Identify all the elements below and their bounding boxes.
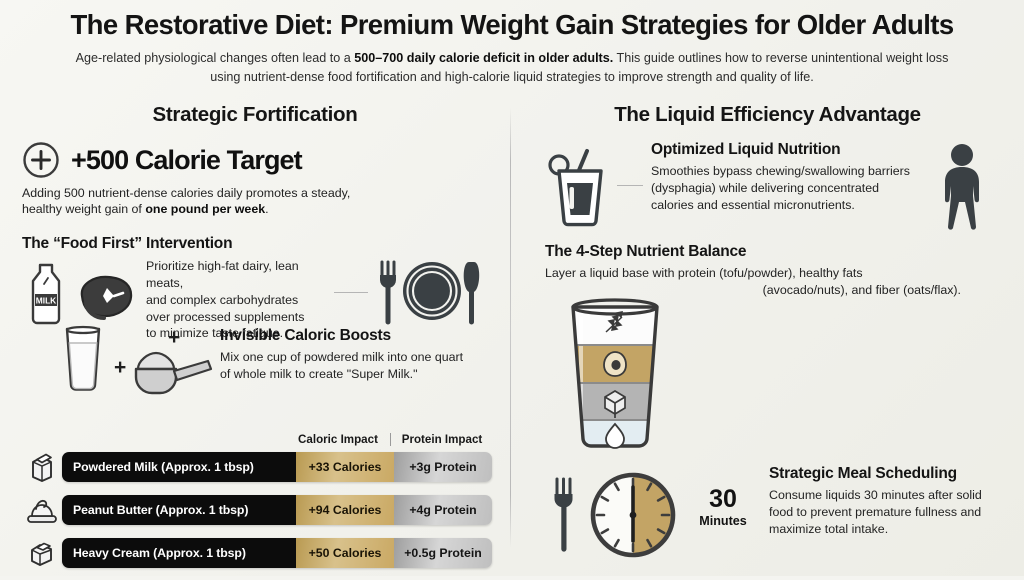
table-row[interactable]: Peanut Butter (Approx. 1 tbsp) +94 Calor… bbox=[22, 494, 492, 526]
meal-scheduling-line-2: food to prevent premature fullness and bbox=[769, 504, 982, 519]
steak-icon bbox=[74, 274, 136, 320]
table-cell-protein: +4g Protein bbox=[394, 495, 492, 525]
subtitle-highlight: 500–700 daily calorie deficit in older a… bbox=[354, 51, 614, 66]
cream-carton-icon bbox=[22, 537, 62, 569]
calorie-target-heading: +500 Calorie Target bbox=[71, 144, 303, 175]
columns-wrapper: Strategic Fortification +500 Calorie Tar… bbox=[0, 103, 1024, 576]
milk-bottle-icon: MILK bbox=[26, 262, 66, 325]
right-column: The Liquid Efficiency Advantage bbox=[511, 103, 1024, 558]
food-first-connector bbox=[334, 292, 368, 293]
table-row-bar: Heavy Cream (Approx. 1 tbsp) +50 Calorie… bbox=[62, 538, 492, 568]
table-cell-name: Heavy Cream (Approx. 1 tbsp) bbox=[62, 538, 296, 568]
food-first-line-4: to minimize taste fatigue. bbox=[146, 326, 284, 341]
nutrient-balance-line-2: (avocado/nuts), and fiber (oats/flax). bbox=[762, 282, 961, 297]
powder-scoop-icon bbox=[130, 347, 214, 399]
food-first-line-1: Prioritize high-fat dairy, lean meats, bbox=[146, 259, 299, 290]
calorie-target-body: Adding 500 nutrient-dense calories daily… bbox=[22, 185, 367, 218]
peanut-swirl-icon bbox=[22, 494, 62, 526]
meal-scheduling-heading: Strategic Meal Scheduling bbox=[769, 465, 957, 482]
table-cell-name: Peanut Butter (Approx. 1 tbsp) bbox=[62, 495, 296, 525]
meal-scheduling-text: Strategic Meal Scheduling Consume liquid… bbox=[769, 465, 1019, 538]
table-cell-protein: +3g Protein bbox=[394, 452, 492, 482]
caloric-boosts-block: + + Invisible Caloric Boosts Mix one cup… bbox=[22, 321, 492, 417]
liquid-nutrition-line-3: calories and essential micronutrients. bbox=[651, 197, 855, 212]
table-cell-calories: +50 Calories bbox=[296, 538, 394, 568]
caloric-boosts-body: Mix one cup of powdered milk into one qu… bbox=[220, 349, 500, 383]
person-silhouette-icon bbox=[934, 143, 990, 230]
nutrient-balance-heading: The 4-Step Nutrient Balance bbox=[545, 243, 747, 260]
liquid-nutrition-connector bbox=[617, 185, 643, 186]
table-row[interactable]: Heavy Cream (Approx. 1 tbsp) +50 Calorie… bbox=[22, 537, 492, 569]
liquid-nutrition-line-2: (dysphagia) while delivering concentrate… bbox=[651, 180, 879, 195]
page-subtitle: Age-related physiological changes often … bbox=[72, 49, 952, 86]
caloric-boosts-line-1: Mix one cup of powdered milk into one qu… bbox=[220, 350, 464, 364]
nutrient-balance-block: The 4-Step Nutrient Balance Layer a liqu… bbox=[545, 243, 1024, 299]
layered-glass-block: Fiber (e.g., Oats/Flax) Healthy Fats (e.… bbox=[511, 295, 1024, 455]
milk-carton-icon bbox=[22, 451, 62, 483]
plate-cutlery-icon bbox=[374, 258, 486, 326]
table-header-separator bbox=[390, 433, 391, 446]
food-first-line-2: and complex carbohydrates bbox=[146, 292, 299, 307]
nutrient-balance-body: Layer a liquid base with protein (tofu/p… bbox=[545, 265, 1024, 299]
calorie-target-body-2: . bbox=[265, 202, 269, 217]
clock-icon bbox=[587, 469, 679, 561]
table-col-protein: Protein Impact bbox=[401, 433, 483, 446]
page-title: The Restorative Diet: Premium Weight Gai… bbox=[70, 9, 954, 40]
smoothie-glass-icon bbox=[543, 145, 615, 227]
meal-scheduling-line-3: maximize total intake. bbox=[769, 521, 889, 536]
left-column-title: Strategic Fortification bbox=[152, 103, 358, 126]
nutrition-table: Caloric Impact Protein Impact Powdered M… bbox=[22, 433, 492, 580]
duration-unit: Minutes bbox=[699, 514, 747, 528]
liquid-nutrition-line-1: Smoothies bypass chewing/swallowing barr… bbox=[651, 164, 910, 178]
left-column: Strategic Fortification +500 Calorie Tar… bbox=[0, 103, 510, 568]
table-cell-protein: +0.5g Protein bbox=[394, 538, 492, 568]
table-header-row: Caloric Impact Protein Impact bbox=[22, 433, 492, 446]
table-row[interactable]: Powdered Milk (Approx. 1 tbsp) +33 Calor… bbox=[22, 451, 492, 483]
meal-scheduling-block: 30 Minutes Strategic Meal Scheduling Con… bbox=[511, 463, 1024, 573]
table-cell-name: Powdered Milk (Approx. 1 tbsp) bbox=[62, 452, 296, 482]
table-row-bar: Peanut Butter (Approx. 1 tbsp) +94 Calor… bbox=[62, 495, 492, 525]
subtitle-part-2: This guide outlines how to reverse unint… bbox=[210, 51, 949, 84]
milk-glass-icon bbox=[60, 325, 106, 391]
milk-bottle-label: MILK bbox=[36, 295, 56, 305]
table-cell-calories: +94 Calories bbox=[296, 495, 394, 525]
duration-badge: 30 Minutes bbox=[685, 485, 761, 529]
liquid-nutrition-body: Smoothies bypass chewing/swallowing barr… bbox=[651, 163, 931, 214]
fork-icon bbox=[551, 477, 577, 553]
liquid-nutrition-text: Optimized Liquid Nutrition Smoothies byp… bbox=[651, 141, 931, 214]
food-first-block: The “Food First” Intervention MILK bbox=[22, 235, 492, 340]
food-first-heading: The “Food First” Intervention bbox=[22, 235, 233, 252]
caloric-boosts-line-2: of whole milk to create "Super Milk." bbox=[220, 366, 418, 381]
subtitle-part-1: Age-related physiological changes often … bbox=[75, 51, 355, 66]
nutrient-balance-line-1: Layer a liquid base with protein (tofu/p… bbox=[545, 266, 863, 280]
duration-value: 30 bbox=[709, 485, 737, 513]
calorie-target-body-1: Adding 500 nutrient-dense calories daily… bbox=[22, 186, 351, 217]
liquid-nutrition-heading: Optimized Liquid Nutrition bbox=[651, 141, 841, 158]
calorie-target-body-bold: one pound per week bbox=[145, 202, 266, 217]
right-column-title: The Liquid Efficiency Advantage bbox=[614, 103, 921, 126]
food-first-line-3: over processed supplements bbox=[146, 309, 305, 324]
food-first-body: Prioritize high-fat dairy, lean meats, a… bbox=[146, 258, 331, 342]
plus-symbol-1: + bbox=[114, 356, 127, 379]
caloric-boosts-text: Invisible Caloric Boosts Mix one cup of … bbox=[220, 327, 500, 383]
column-divider bbox=[510, 108, 511, 548]
meal-scheduling-line-1: Consume liquids 30 minutes after solid bbox=[769, 488, 982, 502]
layered-glass-icon bbox=[557, 295, 673, 451]
table-row-bar: Powdered Milk (Approx. 1 tbsp) +33 Calor… bbox=[62, 452, 492, 482]
plus-symbol-2: + bbox=[168, 326, 181, 349]
table-col-caloric: Caloric Impact bbox=[298, 433, 378, 446]
meal-scheduling-body: Consume liquids 30 minutes after solid f… bbox=[769, 487, 1019, 538]
table-cell-calories: +33 Calories bbox=[296, 452, 394, 482]
header: The Restorative Diet: Premium Weight Gai… bbox=[0, 0, 1024, 86]
caloric-boosts-heading: Invisible Caloric Boosts bbox=[220, 327, 391, 344]
calorie-target-block: +500 Calorie Target Adding 500 nutrient-… bbox=[22, 141, 482, 218]
plus-circle-icon bbox=[22, 141, 60, 179]
liquid-nutrition-block: Optimized Liquid Nutrition Smoothies byp… bbox=[511, 141, 1024, 233]
